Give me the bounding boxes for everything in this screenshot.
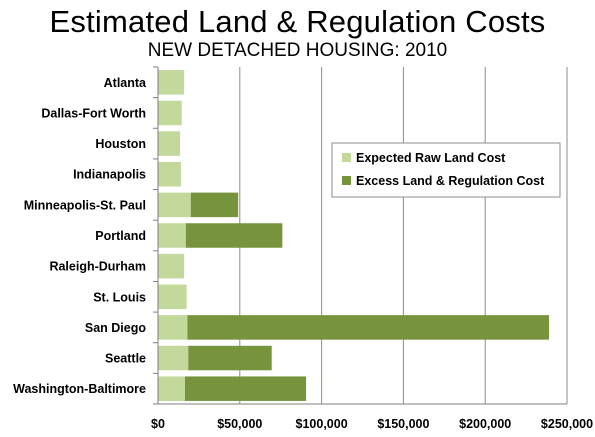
bar-raw-land (158, 223, 186, 248)
bar-raw-land (158, 192, 191, 218)
x-tick-label: $150,000 (377, 417, 429, 431)
axes (153, 66, 567, 405)
legend-label: Excess Land & Regulation Cost (356, 174, 545, 188)
chart-title: Estimated Land & Regulation Costs (49, 4, 546, 39)
category-label: Minneapolis-St. Paul (24, 198, 146, 212)
legend-box (331, 142, 561, 198)
bar-raw-land (158, 376, 185, 401)
gridlines (239, 67, 568, 404)
x-tick-labels: $0 $50,000 $100,000 $150,000 $200,000 $250,00… (151, 417, 593, 431)
category-labels: Atlanta Dallas-Fort Worth Houston Indianapo… (13, 76, 147, 396)
category-label: Raleigh-Durham (49, 260, 146, 274)
category-label: Portland (95, 229, 146, 243)
bar-excess-cost (187, 315, 550, 340)
legend: Expected Raw Land Cost Excess Land & Regu… (331, 142, 561, 198)
bar-excess-cost (184, 376, 307, 401)
x-tick-label: $100,000 (296, 417, 348, 431)
legend-label: Expected Raw Land Cost (356, 151, 506, 165)
x-tick-label: $250,000 (541, 417, 593, 431)
category-label: Indianapolis (73, 168, 146, 182)
bar-excess-cost (190, 192, 239, 218)
legend-swatch (342, 153, 351, 162)
bar-raw-land (158, 70, 185, 95)
chart-subtitle: NEW DETACHED HOUSING: 2010 (147, 40, 448, 61)
x-tick-label: $200,000 (459, 417, 511, 431)
category-label: St. Louis (93, 290, 146, 304)
legend-swatch (342, 176, 351, 185)
bar-raw-land (158, 100, 182, 126)
bars (158, 70, 550, 401)
bar-excess-cost (185, 223, 283, 248)
bar-raw-land (158, 315, 188, 340)
bar-raw-land (158, 131, 181, 156)
category-label: Washington-Baltimore (13, 382, 146, 396)
bar-raw-land (158, 345, 189, 371)
category-label: Dallas-Fort Worth (41, 106, 146, 120)
category-label: San Diego (85, 321, 146, 335)
category-label: Atlanta (104, 76, 147, 90)
bar-excess-cost (188, 345, 272, 371)
bar-raw-land (158, 161, 181, 187)
category-label: Seattle (105, 352, 146, 366)
bar-raw-land (158, 284, 187, 310)
category-label: Houston (95, 137, 146, 151)
bar-raw-land (158, 253, 185, 279)
x-tick-label: $50,000 (217, 417, 262, 431)
x-tick-label: $0 (151, 417, 165, 431)
